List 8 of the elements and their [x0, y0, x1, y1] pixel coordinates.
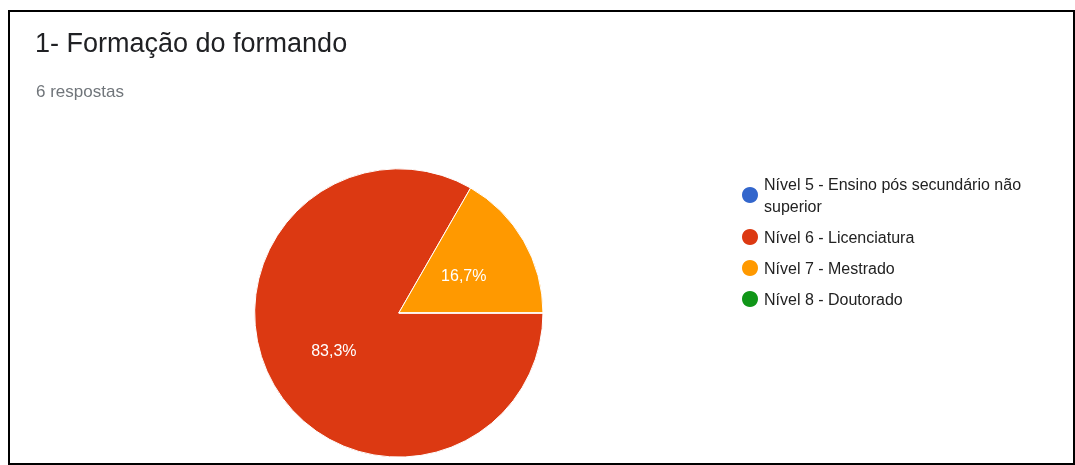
- text: 6 respostas: [36, 82, 124, 101]
- data-label: 83,3%: [311, 342, 357, 360]
- legend-label: Nível 7 - Mestrado: [764, 259, 895, 277]
- legend-label: Nível 8 - Doutorado: [764, 290, 903, 308]
- legend-label: Nível 6 - Licenciatura: [764, 228, 915, 246]
- data-label: 16,7%: [441, 266, 487, 284]
- chart-title: 1- Formação do formando: [35, 27, 348, 58]
- legend-label: Nível 5 - Ensino pós secundário não superior: [764, 175, 1026, 215]
